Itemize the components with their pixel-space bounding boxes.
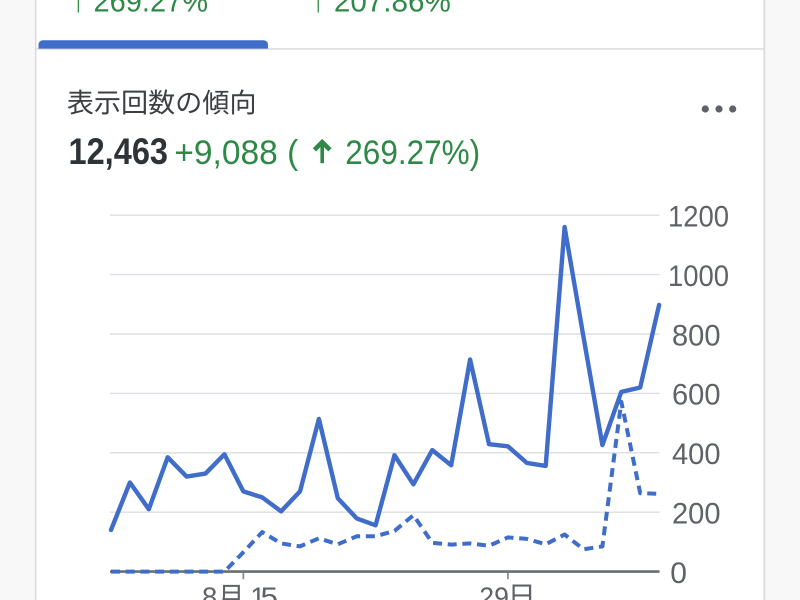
svg-text:1200: 1200 — [668, 201, 729, 234]
svg-text:↑ 269.27%: ↑ 269.27% — [71, 0, 208, 19]
svg-text:5: 5 — [261, 582, 279, 600]
svg-text:1000: 1000 — [668, 260, 729, 293]
svg-text:29: 29 — [479, 582, 509, 600]
svg-text:↑ 207.86%: ↑ 207.86% — [311, 0, 451, 19]
svg-text:0: 0 — [670, 557, 687, 590]
svg-text:12,463: 12,463 — [69, 131, 169, 172]
svg-text:1: 1 — [250, 582, 265, 600]
svg-text:800: 800 — [672, 319, 721, 352]
svg-text:200: 200 — [672, 498, 721, 531]
svg-text:269.27%): 269.27%) — [345, 134, 480, 172]
svg-text:600: 600 — [672, 379, 721, 412]
svg-text:400: 400 — [672, 438, 721, 471]
svg-text:8: 8 — [202, 582, 217, 600]
svg-text:+9,088 (: +9,088 ( — [174, 134, 299, 172]
